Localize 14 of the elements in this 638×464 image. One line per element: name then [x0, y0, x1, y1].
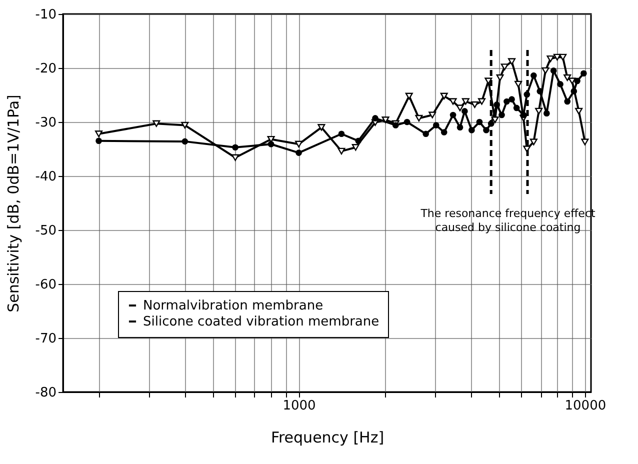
y-tick-label: -20	[35, 62, 56, 76]
x-tick-label: 1000	[282, 398, 316, 414]
y-tick-label: -50	[35, 224, 56, 238]
y-tick-label: -60	[35, 278, 56, 292]
y-tick-label: -10	[35, 8, 56, 22]
x-tick-label: 10000	[564, 398, 606, 414]
y-tick-label: -70	[35, 332, 56, 346]
y-axis-title: Sensitivity [dB, 0dB=1V/1Pa]	[4, 94, 22, 312]
legend-label: Silicone coated vibration membrane	[143, 314, 380, 330]
y-tick-label: -30	[35, 116, 56, 130]
y-tick-label: -40	[35, 170, 56, 184]
x-axis-title: Frequency [Hz]	[270, 428, 384, 446]
y-tick-label: -80	[35, 386, 56, 400]
legend-label: Normalvibration membrane	[143, 298, 324, 314]
